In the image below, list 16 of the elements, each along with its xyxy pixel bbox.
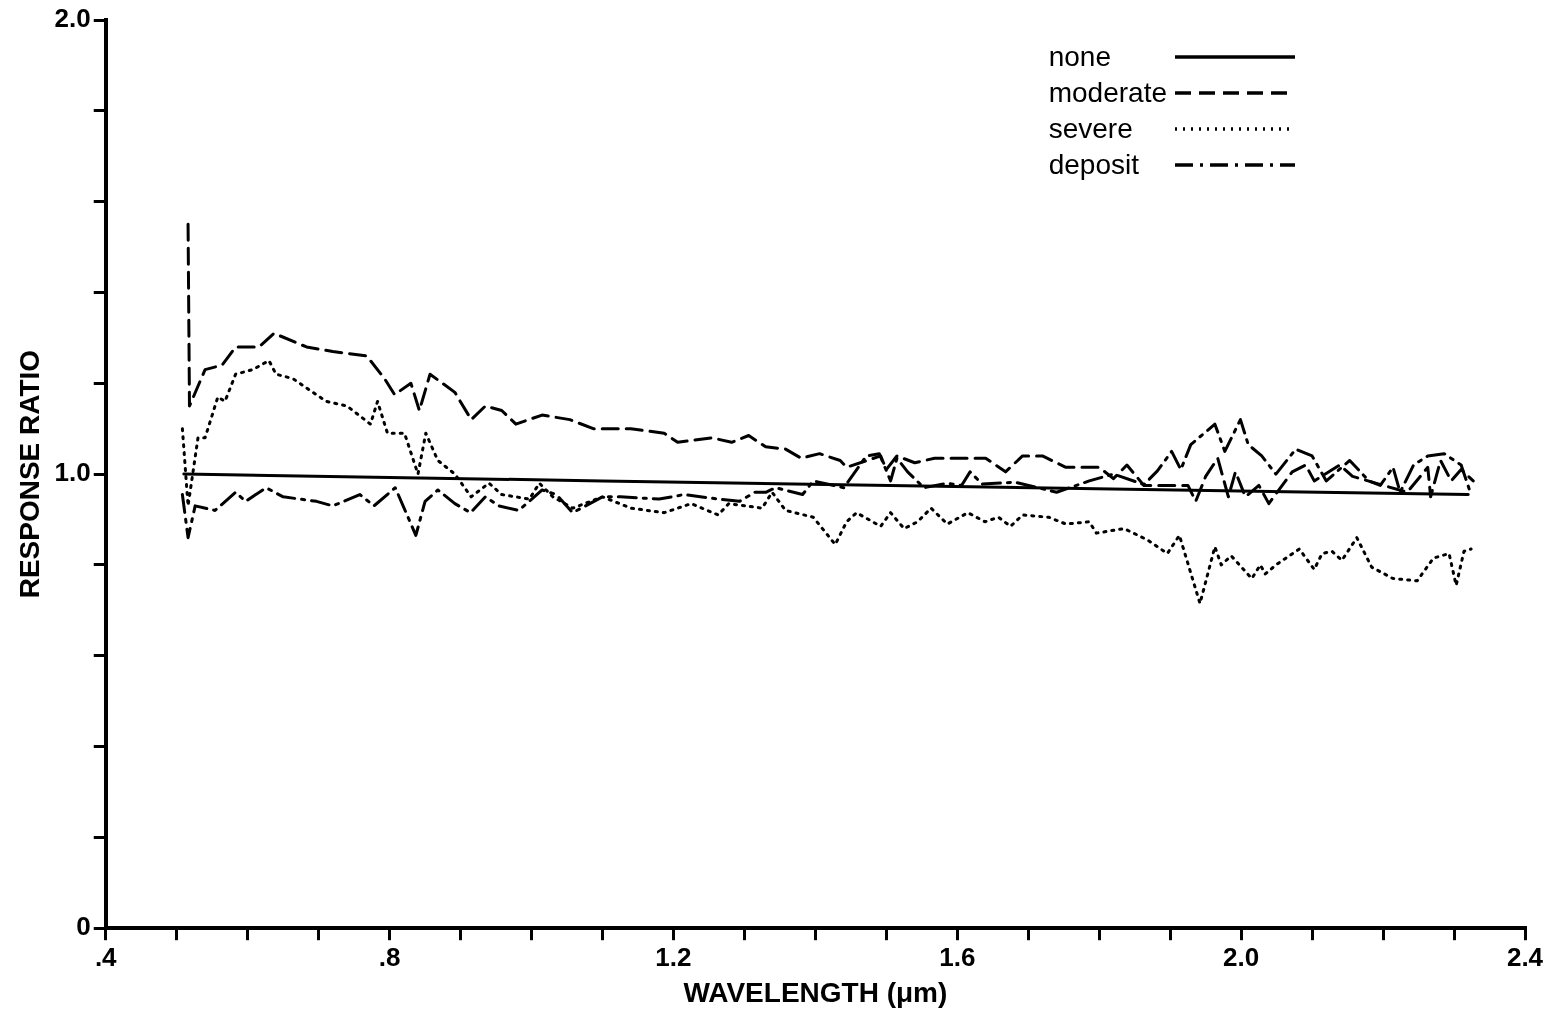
x-tick-label: .8 bbox=[378, 941, 401, 972]
line-series bbox=[180, 359, 1473, 606]
legend-label: moderate bbox=[1048, 76, 1167, 110]
x-tick-label: 1.6 bbox=[939, 941, 976, 972]
y-tick-label: 0 bbox=[76, 911, 91, 942]
legend-label: severe bbox=[1048, 112, 1134, 146]
x-tick-label: 2.0 bbox=[1223, 941, 1260, 972]
legend-label: none bbox=[1048, 40, 1112, 74]
x-axis-title: WAVELENGTH (μm) bbox=[683, 976, 948, 1008]
y-axis-title: RESPONSE RATIO bbox=[13, 349, 45, 599]
x-tick-label: .4 bbox=[94, 941, 118, 972]
x-tick-label: 2.4 bbox=[1506, 941, 1544, 972]
legend-label: deposit bbox=[1048, 148, 1140, 182]
y-tick-label: 1.0 bbox=[54, 457, 91, 488]
y-tick-label: 2.0 bbox=[54, 3, 91, 34]
x-tick-label: 1.2 bbox=[655, 941, 692, 972]
